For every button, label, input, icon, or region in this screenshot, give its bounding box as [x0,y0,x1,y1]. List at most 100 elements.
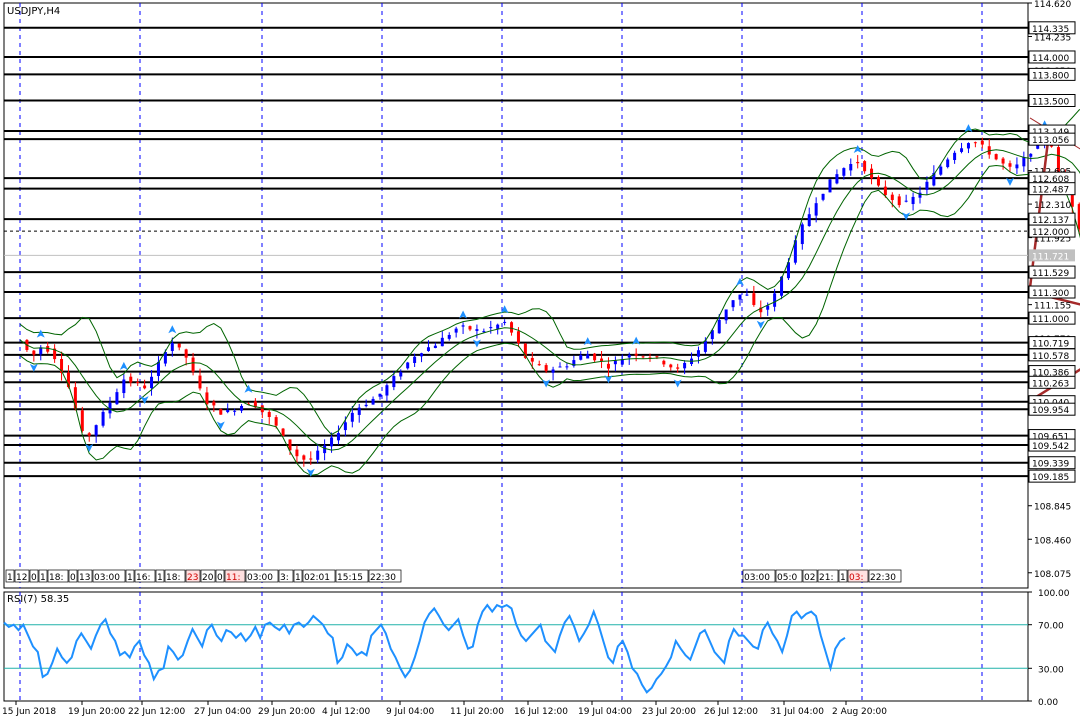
candle-body [323,445,327,454]
candle-body [336,433,340,441]
x-axis-label: 2 Aug 20:00 [832,707,887,717]
time-fragment-box [77,569,93,583]
candle-body [544,365,548,372]
level-label: 113.800 [1032,71,1069,81]
current-price-label: 111.721 [1032,252,1069,262]
x-axis-label: 26 Jul 12:00 [704,707,758,717]
time-fragment-label: 20 [202,573,214,583]
time-fragment-label: 21: [819,573,833,583]
time-fragment-box [302,569,336,583]
time-fragment-box [185,569,201,583]
time-fragment-label: 23 [187,573,198,583]
x-axis-label: 4 Jul 12:00 [322,707,371,717]
candle-body [316,450,320,460]
candle-body [1022,157,1026,167]
time-fragment-label: 02 [804,573,815,583]
x-axis-label: 23 Jul 20:00 [642,707,696,717]
candle-body [246,403,250,405]
time-fragment-box [14,569,30,583]
time-fragment-label: 05:0 [777,573,797,583]
candle-body [973,142,977,144]
candle-body [1070,188,1074,207]
candle-body [890,194,894,201]
candle-body [703,340,707,352]
x-axis-label: 11 Jul 20:00 [450,707,504,717]
level-label-box [1028,375,1076,389]
fractal-up-arrow-icon [500,305,509,314]
time-fragment-box [38,569,48,583]
fractal-up-arrow-icon [736,277,744,286]
time-fragment-label: 1 [40,573,46,583]
time-fragment-label: 1 [127,573,133,583]
candle-body [136,382,140,384]
fractal-up-arrow-icon [119,361,128,370]
price-axis-label: 108.845 [1034,503,1071,513]
candle-body [856,161,860,164]
fractal-up-arrow-icon [853,144,862,153]
time-fragment-box [164,569,186,583]
candle-body [357,407,361,415]
candle-body [800,224,804,245]
fractal-up-arrow-icon [168,325,177,334]
candle-body [399,372,403,377]
candle-body [1015,164,1019,169]
candle-body [274,417,278,426]
candle-body [780,276,784,296]
time-fragment-box [278,569,294,583]
candle-body [994,154,998,160]
candle-body [219,409,223,415]
level-label-box [1028,67,1076,81]
candle-body [606,363,610,369]
time-fragment-box [47,569,69,583]
level-label: 110.719 [1032,340,1069,350]
candle-body [288,439,292,451]
level-label-box [1028,311,1076,325]
time-fragment-label: 18: [166,573,180,583]
candle-body [786,262,790,279]
level-label-box [1028,348,1076,362]
time-fragment-label: 13 [79,573,90,583]
fractal-down-arrow-icon [604,375,613,384]
candle-body [440,337,444,347]
candle-body [911,196,915,205]
time-fragment-box [125,569,135,583]
level-label: 109.542 [1032,442,1069,452]
x-axis-label: 15 Jun 2018 [2,707,56,717]
candle-body [738,294,742,300]
level-label: 111.000 [1032,315,1069,325]
candle-body [627,354,631,358]
candle-body [1001,158,1005,164]
candle-body [108,402,112,414]
time-fragment-box [215,569,225,583]
candle-body [482,331,486,333]
x-axis-label: 27 Jun 04:00 [194,707,251,717]
level-label-box [1028,94,1076,107]
level-label-box [1028,438,1076,452]
candle-body [226,409,230,413]
candle-body [946,159,950,168]
candle-body [620,359,624,365]
time-fragment-box [155,569,165,583]
candle-body [655,356,659,358]
time-fragment-label: 03:00 [94,573,120,583]
fractal-down-arrow-icon [902,212,911,221]
time-fragment-box [775,569,803,583]
candle-body [454,328,458,333]
candle-body [807,214,811,227]
candle-body [793,240,797,263]
time-fragment-label: 1 [7,573,13,583]
candle-body [87,433,91,436]
fractal-up-arrow-icon [632,336,641,345]
time-fragment-label: 18: [49,573,63,583]
candle-body [1008,163,1012,167]
candle-body [267,411,271,417]
level-label-box [1028,224,1076,238]
time-fragment-box [134,569,156,583]
level-label: 110.386 [1032,369,1069,379]
fractal-down-arrow-icon [542,379,551,388]
x-axis-label: 31 Jul 04:00 [770,707,824,717]
time-fragment-label: 3: [280,573,289,583]
time-fragment-label: 1 [840,573,846,583]
